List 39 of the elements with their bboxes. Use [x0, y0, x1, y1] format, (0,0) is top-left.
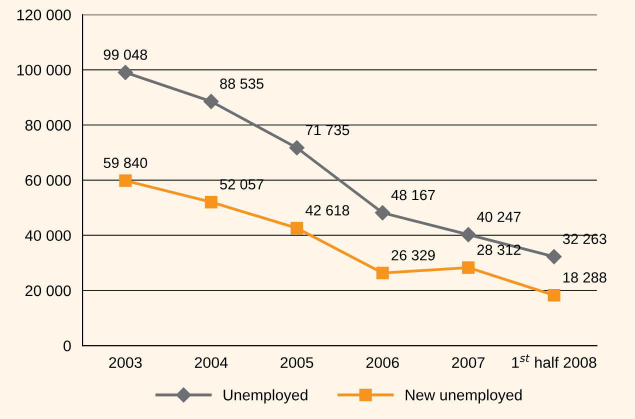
x-tick-label: 2003	[109, 357, 142, 368]
point	[118, 64, 133, 80]
data-label: 26 329	[392, 250, 435, 260]
data-label: 48 167	[391, 190, 435, 200]
x-tick-label: 2007	[452, 357, 485, 368]
data-label: 59 840	[104, 158, 148, 168]
x-tick-label: 2006	[366, 357, 399, 368]
point	[462, 261, 475, 274]
point	[290, 222, 304, 234]
y-tick-label: 120 000	[17, 10, 71, 20]
data-label: 88 535	[220, 78, 264, 89]
x-tick-label: 2004	[194, 357, 228, 368]
y-tick-label: 40 000	[25, 230, 71, 242]
point	[548, 288, 560, 302]
data-label: 52 057	[220, 179, 264, 190]
x-tick-label: 2005	[280, 357, 314, 368]
data-label: 42 618	[306, 205, 350, 216]
point	[204, 94, 219, 110]
y-tick-label: 0	[64, 340, 71, 352]
point	[460, 227, 476, 242]
legend-label: New unemployed	[406, 389, 522, 404]
y-tick-label: 80 000	[25, 120, 71, 131]
point	[204, 196, 218, 208]
legend-label: Unemployed	[224, 389, 308, 404]
y-tick-label: 100 000	[17, 64, 71, 76]
data-label: 28 312	[477, 244, 521, 255]
point	[376, 266, 389, 280]
y-tick-label: 20 000	[25, 285, 71, 296]
point	[119, 174, 132, 187]
data-label: 18 288	[563, 272, 606, 283]
data-label: 40 247	[476, 212, 521, 222]
point	[375, 205, 390, 220]
x-tick-label: 1$^{st}$ half 2008	[512, 354, 596, 368]
data-label: 32 263	[562, 234, 606, 244]
y-tick-label: 60 000	[25, 175, 71, 186]
data-label: 71 735	[306, 124, 350, 136]
point	[289, 140, 304, 156]
point	[546, 249, 562, 264]
data-label: 99 048	[104, 50, 148, 60]
